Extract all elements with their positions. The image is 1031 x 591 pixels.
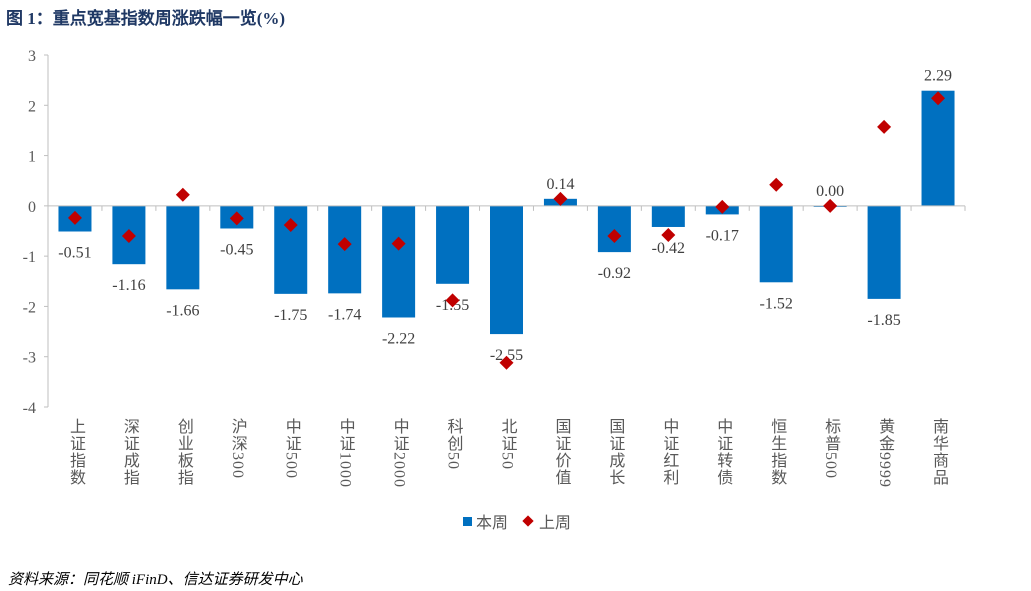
last-week-marker bbox=[769, 177, 784, 192]
y-tick-label: -2 bbox=[23, 299, 36, 316]
last-week-marker bbox=[391, 236, 406, 251]
category-label: 国证价值 bbox=[552, 418, 570, 486]
category-label: 恒生指数 bbox=[768, 418, 786, 486]
legend-diamond-swatch bbox=[522, 515, 534, 527]
data-label: 0.14 bbox=[546, 176, 574, 193]
bar bbox=[651, 205, 685, 227]
category-label: 科创50 bbox=[444, 418, 462, 470]
y-tick-label: 2 bbox=[28, 98, 36, 115]
data-label: -1.16 bbox=[112, 277, 145, 294]
last-week-marker bbox=[499, 355, 514, 370]
last-week-marker bbox=[337, 237, 352, 252]
data-label: -0.51 bbox=[58, 245, 91, 262]
last-week-marker bbox=[445, 293, 460, 308]
category-label: 深证成指 bbox=[120, 418, 138, 486]
category-label: 中证红利 bbox=[660, 418, 678, 486]
category-label: 黄金9999 bbox=[876, 418, 894, 488]
last-week-marker bbox=[67, 210, 82, 225]
y-tick-label: 1 bbox=[28, 149, 36, 166]
category-label: 中证转债 bbox=[714, 418, 732, 486]
data-label: -2.55 bbox=[490, 347, 523, 364]
last-week-marker bbox=[931, 91, 946, 106]
last-week-marker bbox=[229, 211, 244, 226]
last-week-marker bbox=[823, 198, 838, 213]
last-week-marker bbox=[121, 229, 136, 244]
y-tick-label: -4 bbox=[23, 400, 36, 417]
last-week-marker bbox=[877, 119, 892, 134]
category-label: 沪深300 bbox=[228, 418, 246, 479]
y-tick-label: -3 bbox=[23, 350, 36, 367]
last-week-marker bbox=[661, 228, 676, 243]
category-label: 标普500 bbox=[822, 418, 840, 479]
data-label: -1.66 bbox=[166, 302, 199, 319]
bar bbox=[436, 205, 470, 284]
data-label: -0.92 bbox=[598, 265, 631, 282]
bar bbox=[867, 205, 901, 299]
data-label: -1.74 bbox=[328, 306, 361, 323]
y-tick-label: 0 bbox=[28, 199, 36, 216]
category-label: 中证1000 bbox=[336, 418, 354, 488]
category-label: 中证2000 bbox=[390, 418, 408, 488]
bar bbox=[759, 205, 793, 283]
category-label: 国证成长 bbox=[606, 418, 624, 486]
last-week-marker bbox=[715, 199, 730, 214]
bar bbox=[166, 205, 200, 290]
data-label: -1.75 bbox=[274, 307, 307, 324]
category-label: 北证50 bbox=[498, 418, 516, 470]
legend-bar-swatch bbox=[463, 516, 472, 526]
legend-label-last-week: 上周 bbox=[539, 515, 572, 532]
last-week-marker bbox=[283, 217, 298, 232]
data-label: -1.52 bbox=[760, 295, 793, 312]
source-note: 资料来源：同花顺 iFinD、信达证券研发中心 bbox=[8, 572, 303, 588]
data-label: -0.42 bbox=[652, 240, 685, 257]
data-label: 0.00 bbox=[816, 183, 844, 200]
last-week-marker bbox=[607, 229, 622, 244]
data-label: -2.22 bbox=[382, 330, 415, 347]
category-label: 中证500 bbox=[282, 418, 300, 479]
last-week-marker bbox=[175, 187, 190, 202]
bar bbox=[382, 205, 416, 318]
y-tick-label: 3 bbox=[28, 48, 36, 65]
data-label: 2.29 bbox=[924, 68, 952, 85]
y-tick-label: -1 bbox=[23, 249, 36, 266]
legend-label-this-week: 本周 bbox=[476, 515, 509, 532]
category-label: 南华商品 bbox=[930, 418, 948, 486]
data-label: -1.85 bbox=[867, 312, 900, 329]
last-week-marker bbox=[553, 191, 568, 206]
bar bbox=[490, 205, 523, 335]
data-label: -0.17 bbox=[706, 227, 739, 244]
chart-title: 图 1：重点宽基指数周涨跌幅一览(%) bbox=[6, 9, 286, 28]
category-label: 创业板指 bbox=[174, 418, 192, 486]
category-label: 上证指数 bbox=[66, 418, 84, 486]
data-label: -0.45 bbox=[220, 241, 253, 258]
bar bbox=[597, 205, 631, 253]
legend: 本周 上周 bbox=[463, 509, 571, 533]
bar bbox=[921, 90, 955, 206]
